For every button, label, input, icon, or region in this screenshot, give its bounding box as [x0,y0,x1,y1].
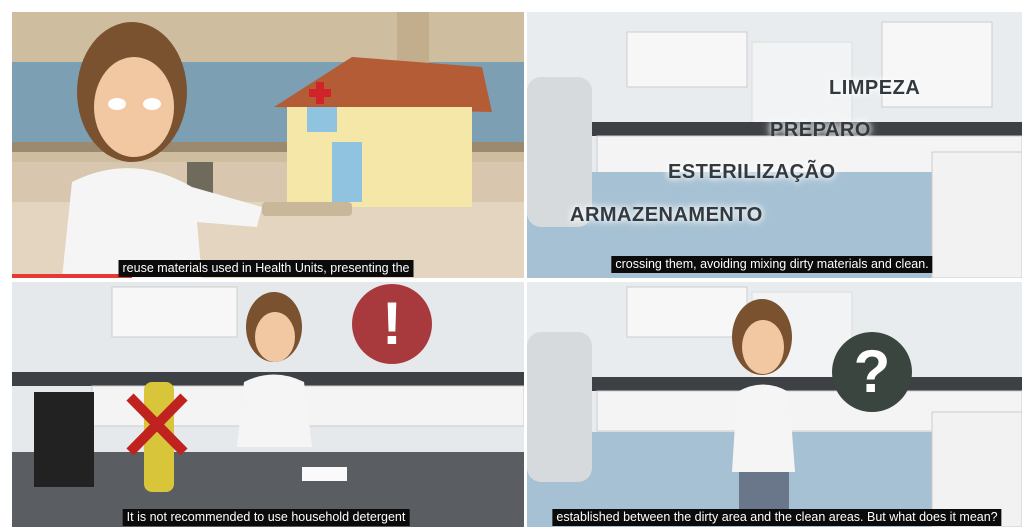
scene [12,282,524,527]
overlay-label: LIMPEZA [829,77,920,100]
video-frame: ? established between the dirty area and… [527,282,1022,527]
subtitle: It is not recommended to use household d… [123,509,410,526]
overlay-label: ARMAZENAMENTO [570,204,763,227]
question-icon: ? [832,332,912,412]
scene [527,12,1022,278]
subtitle: crossing them, avoiding mixing dirty mat… [611,256,932,273]
video-frame: crossing them, avoiding mixing dirty mat… [527,12,1022,278]
alert-icon: ! [352,284,432,364]
subtitle: established between the dirty area and t… [552,509,1001,526]
video-frame: reuse materials used in Health Units, pr… [12,12,524,278]
subtitle: reuse materials used in Health Units, pr… [119,260,414,277]
video-frame: ! It is not recommended to use household… [12,282,524,527]
overlay-label: PREPARO [770,119,871,142]
scene [527,282,1022,527]
overlay-label: ESTERILIZAÇÃO [668,161,836,184]
scene [12,12,524,278]
video-collage: reuse materials used in Health Units, pr… [0,0,1026,529]
